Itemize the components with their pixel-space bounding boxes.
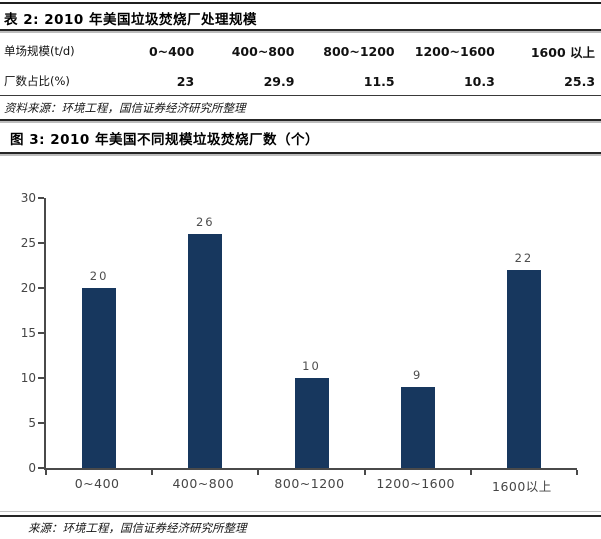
y-axis-tick-label: 30 xyxy=(20,191,36,205)
y-axis-tick-label: 20 xyxy=(20,281,36,295)
category-label: 1600以上 xyxy=(492,479,552,494)
figure-source-note: 来源：环境工程，国信证券经济研究所整理 xyxy=(28,521,247,535)
category-label: 400~800 xyxy=(172,476,235,491)
table-cell: 1200~1600 xyxy=(414,43,495,59)
bar-slot: 10 xyxy=(258,198,364,468)
bar-value-label: 26 xyxy=(195,215,215,229)
bar-800~1200: 10 xyxy=(294,359,329,468)
top-rule xyxy=(0,2,601,4)
bar-slot: 26 xyxy=(152,198,258,468)
bar-value-label: 9 xyxy=(413,368,423,382)
bar-slot: 22 xyxy=(471,198,577,468)
table-cell: 10.3 xyxy=(463,73,495,89)
capacity-table: 单场规模(t/d) 0~400 400~800 800~1200 1200~16… xyxy=(4,36,595,96)
row-header-share: 厂数占比(%) xyxy=(4,74,70,88)
y-axis-tick-mark xyxy=(38,422,44,425)
y-axis-tick-mark xyxy=(38,287,44,290)
table-row: 厂数占比(%) 23 29.9 11.5 10.3 25.3 xyxy=(4,66,595,96)
bar-value-label: 20 xyxy=(89,269,109,283)
bar-400~800: 26 xyxy=(188,215,223,468)
bar-slot: 9 xyxy=(365,198,471,468)
y-axis-tick-label: 25 xyxy=(20,236,36,250)
category-label: 800~1200 xyxy=(274,476,345,491)
x-axis-tick-mark xyxy=(469,470,472,475)
table-cell: 800~1200 xyxy=(323,43,395,59)
table-cell: 1600 以上 xyxy=(530,44,596,60)
table-cell: 29.9 xyxy=(263,73,295,89)
plot-area: 20 26 10 9 22 xyxy=(38,197,578,475)
table-cell: 11.5 xyxy=(363,73,395,89)
y-axis-tick-mark xyxy=(38,332,44,334)
y-axis-tick-label: 0 xyxy=(28,461,36,475)
category-label: 1200~1600 xyxy=(376,476,456,491)
figure-title-rule xyxy=(0,152,601,154)
table-title: 表 2: 2010 年美国垃圾焚烧厂处理规模 xyxy=(4,12,257,28)
figure-title: 图 3: 2010 年美国不同规模垃圾焚烧厂数（个） xyxy=(10,132,319,148)
y-axis-tick-mark xyxy=(38,197,44,199)
table-source-note: 资料来源：环境工程，国信证券经济研究所整理 xyxy=(4,101,246,115)
chart-bottom-rule xyxy=(0,515,601,517)
bar-value-label: 10 xyxy=(302,359,321,373)
x-axis-tick-mark xyxy=(45,470,47,475)
x-axis-category-labels: 0~400 400~800 800~1200 1200~1600 1600以上 xyxy=(44,476,575,495)
x-axis-tick-mark xyxy=(257,470,260,475)
y-axis-tick-label: 15 xyxy=(20,326,36,340)
bar-chart: 0 5 10 15 20 25 30 20 26 10 9 22 0~400 400~800 800~1… xyxy=(0,160,601,505)
category-label: 0~400 xyxy=(74,476,120,491)
bar-1200~1600: 9 xyxy=(400,368,435,468)
table-cell: 0~400 xyxy=(148,43,195,59)
table-cell: 400~800 xyxy=(231,43,295,59)
x-axis-tick-mark xyxy=(151,470,154,475)
table-cell: 25.3 xyxy=(564,73,596,89)
chart-bottom-rule-light xyxy=(0,511,601,512)
row-header-scale: 单场规模(t/d) xyxy=(4,44,75,58)
y-axis-tick-mark xyxy=(38,377,44,380)
y-axis-tick-label: 10 xyxy=(20,371,36,385)
bar-0~400: 20 xyxy=(82,269,117,468)
y-axis-tick-mark xyxy=(38,467,44,469)
table-title-rule xyxy=(0,29,601,31)
bar-1600以上: 22 xyxy=(506,251,541,468)
table-bottom-rule xyxy=(0,95,601,96)
y-axis-tick-mark xyxy=(38,242,44,244)
table-cell: 23 xyxy=(176,73,195,89)
x-axis-tick-mark xyxy=(363,470,366,475)
x-axis-tick-mark xyxy=(576,470,578,475)
y-axis: 0 5 10 15 20 25 30 xyxy=(0,192,40,474)
table-row: 单场规模(t/d) 0~400 400~800 800~1200 1200~16… xyxy=(4,36,595,66)
y-axis-tick-label: 5 xyxy=(28,416,36,430)
bar-slot: 20 xyxy=(46,198,152,468)
section-divider-rule xyxy=(0,119,601,121)
bar-value-label: 22 xyxy=(514,251,534,265)
